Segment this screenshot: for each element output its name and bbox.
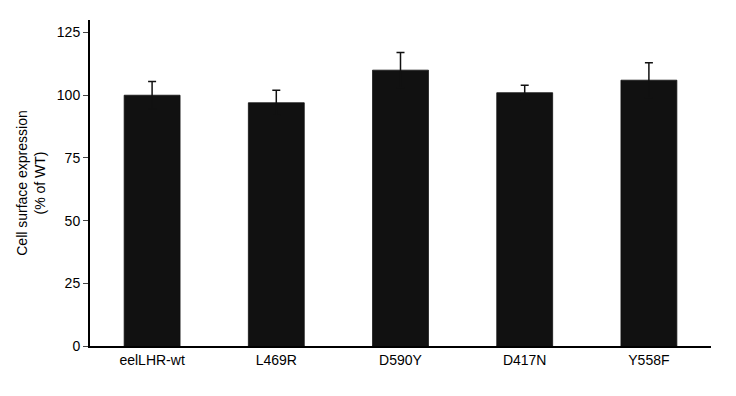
svg-text:100: 100 [57, 87, 81, 103]
svg-text:50: 50 [65, 213, 81, 229]
svg-text:eelLHR-wt: eelLHR-wt [119, 352, 184, 368]
svg-text:25: 25 [65, 275, 81, 291]
svg-text:0: 0 [72, 338, 80, 354]
svg-text:75: 75 [65, 150, 81, 166]
svg-text:Cell surface expression(% of W: Cell surface expression(% of WT) [14, 110, 48, 256]
svg-text:L469R: L469R [256, 352, 297, 368]
svg-text:125: 125 [57, 24, 81, 40]
svg-text:D417N: D417N [503, 352, 547, 368]
svg-text:D590Y: D590Y [379, 352, 422, 368]
svg-text:Y558F: Y558F [628, 352, 669, 368]
